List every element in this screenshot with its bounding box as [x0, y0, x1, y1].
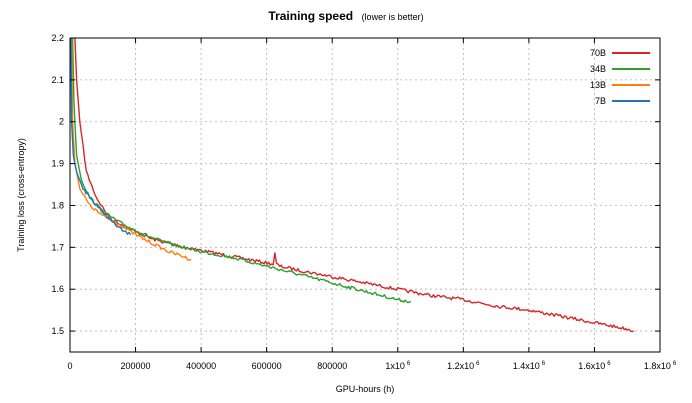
x-tick-label-text: 1.4x10: [513, 361, 540, 371]
y-tick-label: 1.7: [51, 242, 64, 252]
y-tick-label: 1.5: [51, 326, 64, 336]
legend-label-7b: 7B: [595, 96, 606, 106]
chart-title: Training speed (lower is better): [268, 7, 423, 24]
x-tick-label: 600000: [252, 361, 282, 371]
x-tick-label: 200000: [121, 361, 151, 371]
x-tick-label: 1.2x10 6: [447, 361, 480, 371]
x-tick-exponent: 6: [476, 361, 480, 367]
x-tick-label-text: 0: [67, 361, 72, 371]
series-line-13b: [70, 38, 192, 261]
y-tick-label: 1.9: [51, 159, 64, 169]
series-line-7b: [70, 38, 132, 236]
x-tick-label: 800000: [317, 361, 347, 371]
legend-label-70b: 70B: [590, 48, 606, 58]
grid-lines: [69, 37, 661, 352]
x-tick-label-text: 1.6x10: [578, 361, 605, 371]
legend-label-13b: 13B: [590, 80, 606, 90]
x-tick-label-text: 1x10: [385, 361, 405, 371]
x-tick-label: 400000: [186, 361, 216, 371]
series-line-34b: [71, 38, 411, 304]
x-tick-label: 0: [67, 361, 72, 371]
x-tick-label: 1.8x10 6: [644, 361, 677, 371]
x-tick-label: 1x10 6: [385, 361, 411, 371]
y-tick-label: 1.8: [51, 200, 64, 210]
chart-title-main: Training speed: [268, 9, 353, 23]
axis-ticks: 0 200000 400000 600000 800000 1x10 6 1.2x10 6 1.4…: [51, 33, 676, 371]
x-tick-label-text: 1.2x10: [447, 361, 474, 371]
legend: 70B 34B 13B 7B: [590, 48, 650, 106]
x-tick-label: 1.6x10 6: [578, 361, 611, 371]
y-tick-label: 1.6: [51, 284, 64, 294]
x-tick-exponent: 6: [607, 361, 611, 367]
x-tick-label-text: 600000: [252, 361, 282, 371]
series-line-70b: [74, 38, 634, 333]
x-tick-exponent: 6: [542, 361, 546, 367]
y-tick-label: 2.1: [51, 75, 64, 85]
plot-frame: [69, 37, 661, 353]
chart-subtitle: (lower is better): [362, 12, 424, 22]
x-tick-label-text: 200000: [121, 361, 151, 371]
x-tick-label-text: 800000: [317, 361, 347, 371]
x-tick-label: 1.4x10 6: [513, 361, 546, 371]
y-tick-label: 2: [59, 117, 64, 127]
x-tick-label-text: 400000: [186, 361, 216, 371]
x-tick-exponent: 6: [673, 361, 677, 367]
y-axis-label: Training loss (cross-entropy): [16, 138, 26, 252]
x-tick-label-text: 1.8x10: [644, 361, 671, 371]
x-axis-label: GPU-hours (h): [336, 384, 395, 394]
x-tick-exponent: 6: [407, 361, 411, 367]
legend-label-34b: 34B: [590, 64, 606, 74]
series-lines: [70, 38, 634, 333]
y-tick-label: 2.2: [51, 33, 64, 43]
